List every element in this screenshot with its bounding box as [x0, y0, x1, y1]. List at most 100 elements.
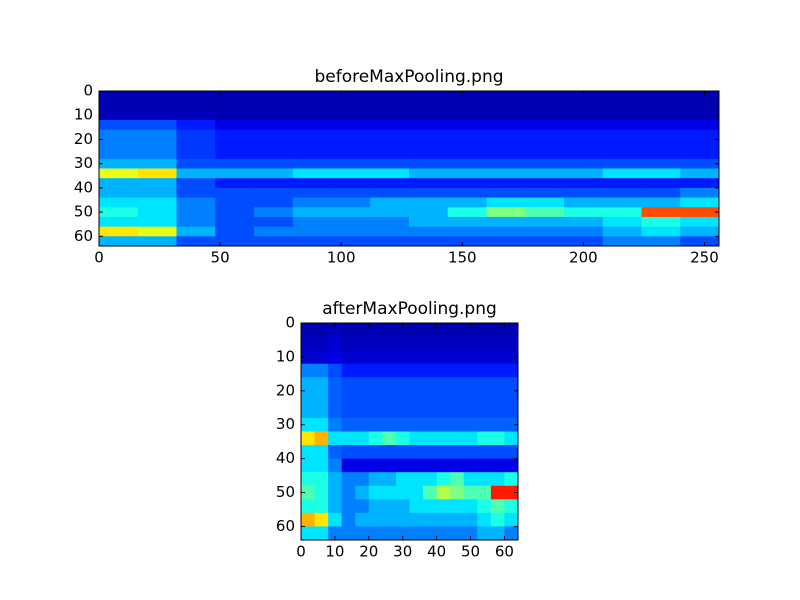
heatmap-cell: [176, 149, 216, 160]
heatmap-cell: [680, 129, 720, 140]
heatmap-cell: [341, 458, 356, 473]
heatmap-cell: [447, 100, 487, 111]
heatmap-cell: [423, 485, 438, 500]
heatmap-cell: [254, 168, 294, 179]
heatmap-cell: [477, 499, 492, 514]
heatmap-cell: [641, 226, 681, 237]
heatmap-cell: [436, 485, 451, 500]
heatmap-cell: [99, 149, 139, 160]
heatmap-cell: [409, 431, 424, 446]
heatmap-cell: [368, 377, 383, 392]
heatmap-cell: [331, 91, 371, 102]
y-tick-label: 30: [276, 415, 295, 433]
heatmap-cell: [504, 445, 519, 460]
heatmap-cell: [680, 91, 720, 102]
heatmap-cell: [254, 149, 294, 160]
heatmap-cell: [215, 168, 255, 179]
heatmap-cell: [137, 158, 177, 169]
heatmap-cell: [525, 149, 565, 160]
heatmap-cell: [331, 207, 371, 218]
heatmap-cell: [409, 168, 449, 179]
heatmap-cell: [368, 499, 383, 514]
heatmap-cell: [525, 207, 565, 218]
heatmap-cell: [409, 363, 424, 378]
heatmap-cell: [382, 512, 397, 527]
heatmap-cell: [409, 226, 449, 237]
heatmap-cell: [463, 458, 478, 473]
heatmap-cell: [641, 187, 681, 199]
heatmap-cell: [486, 226, 526, 237]
heatmap-cell: [395, 499, 410, 514]
heatmap-cell: [409, 512, 424, 527]
x-tick-label: 150: [448, 249, 477, 267]
heatmap-cell: [680, 149, 720, 160]
heatmap-cell: [504, 431, 519, 446]
heatmap-cell: [450, 363, 465, 378]
heatmap-cell: [137, 139, 177, 150]
chart-title: afterMaxPooling.png: [322, 299, 497, 319]
heatmap-cell: [292, 168, 332, 179]
heatmap-cell: [331, 197, 371, 208]
heatmap-cell: [382, 526, 397, 541]
x-tick-label: 100: [327, 249, 356, 267]
y-tick-label: 60: [276, 517, 295, 535]
heatmap-cell: [486, 120, 526, 131]
heatmap-cell: [525, 197, 565, 208]
heatmap-cell: [137, 100, 177, 111]
heatmap-cell: [395, 472, 410, 487]
heatmap-cell: [137, 187, 177, 199]
heatmap-cell: [602, 178, 642, 189]
heatmap-cell: [328, 390, 343, 405]
heatmap-cell: [254, 158, 294, 169]
heatmap-cell: [490, 512, 505, 527]
heatmap-cell: [137, 149, 177, 160]
heatmap-cell: [409, 236, 449, 247]
heatmap-cell: [409, 526, 424, 541]
heatmap-cell: [564, 226, 604, 237]
heatmap-cell: [409, 336, 424, 351]
heatmap-cell: [137, 236, 177, 247]
heatmap-cell: [490, 323, 505, 338]
heatmap-cell: [331, 168, 371, 179]
heatmap-cell: [368, 445, 383, 460]
heatmap-cell: [436, 390, 451, 405]
heatmap-cell: [254, 187, 294, 199]
heatmap-cell: [382, 390, 397, 405]
heatmap-cell: [423, 323, 438, 338]
heatmap-cell: [486, 139, 526, 150]
heatmap-cell: [490, 390, 505, 405]
heatmap-cell: [602, 236, 642, 247]
heatmap-cell: [602, 158, 642, 169]
heatmap-cell: [641, 236, 681, 247]
heatmap-cell: [215, 139, 255, 150]
heatmap-cell: [328, 377, 343, 392]
heatmap-cell: [680, 168, 720, 179]
heatmap-cell: [602, 187, 642, 199]
heatmap-cell: [436, 377, 451, 392]
heatmap-cell: [254, 139, 294, 150]
heatmap-cell: [525, 187, 565, 199]
heatmap-cell: [436, 336, 451, 351]
heatmap-cell: [423, 417, 438, 432]
heatmap-cell: [99, 120, 139, 131]
heatmap-cell: [423, 445, 438, 460]
heatmap-cell: [423, 377, 438, 392]
heatmap-cell: [215, 226, 255, 237]
heatmap-cell: [450, 458, 465, 473]
heatmap-cell: [137, 207, 177, 218]
heatmap-cell: [292, 187, 332, 199]
heatmap-cell: [314, 350, 329, 365]
heatmap-cell: [341, 377, 356, 392]
heatmap-cell: [301, 404, 316, 419]
heatmap-cell: [602, 216, 642, 228]
heatmap-cell: [382, 350, 397, 365]
heatmap-cell: [477, 363, 492, 378]
heatmap-cell: [368, 431, 383, 446]
heatmap-cell: [341, 485, 356, 500]
heatmap-cell: [314, 390, 329, 405]
heatmap-cell: [254, 120, 294, 131]
heatmap-cell: [504, 323, 519, 338]
heatmap-cell: [680, 139, 720, 150]
heatmap-cell: [99, 100, 139, 111]
heatmap-cell: [382, 377, 397, 392]
